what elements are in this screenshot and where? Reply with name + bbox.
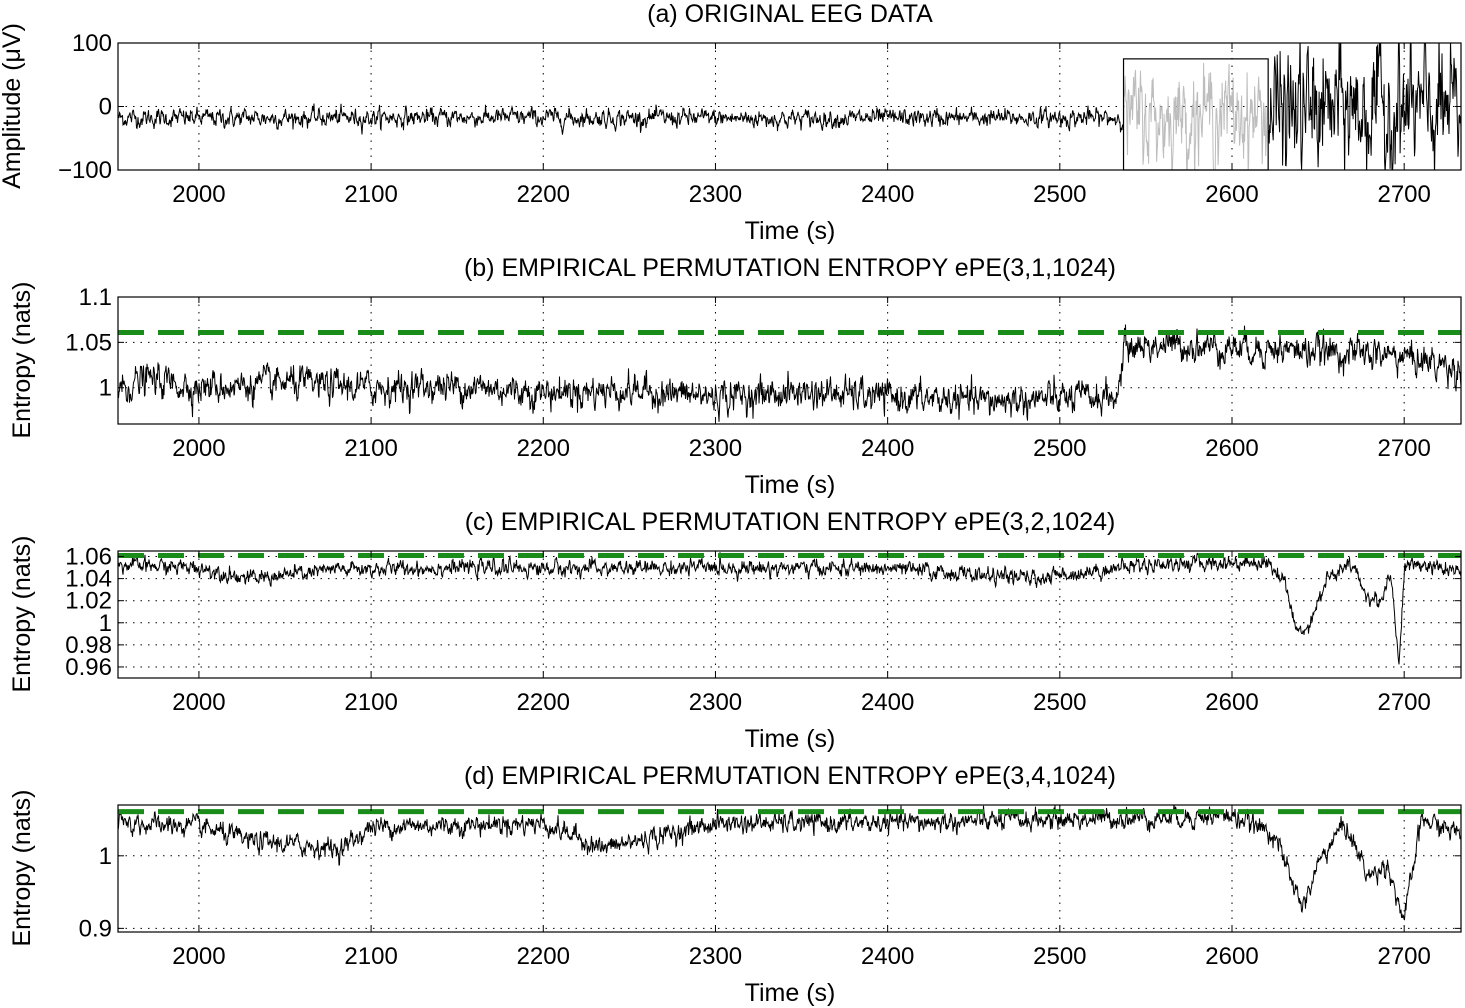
y-tick-label: 1.05: [65, 329, 112, 356]
panel-c-title: (c) EMPIRICAL PERMUTATION ENTROPY ePE(3,…: [465, 508, 1116, 536]
panel-c-series-group: [118, 552, 1461, 665]
y-tick-label: 1: [99, 375, 112, 402]
x-tick-label: 2000: [172, 435, 225, 462]
panel-b-series-0: [118, 324, 1461, 422]
panel-a-plot-area: 2000 2100 2200 2300 2400 2500 2600 2700 −100 0 100: [58, 30, 1462, 208]
x-tick-label: 2500: [1033, 689, 1086, 716]
x-tick-label: 2100: [344, 943, 397, 970]
x-tick-label: 2300: [689, 181, 742, 208]
panel-b-title: (b) EMPIRICAL PERMUTATION ENTROPY ePE(3,…: [464, 254, 1116, 282]
x-tick-label: 2600: [1205, 943, 1258, 970]
x-tick-label: 2200: [517, 689, 570, 716]
panel-a-ylabel: Amplitude (μV): [0, 23, 26, 189]
x-tick-label: 2100: [344, 689, 397, 716]
panel-d-title: (d) EMPIRICAL PERMUTATION ENTROPY ePE(3,…: [464, 762, 1116, 790]
x-tick-label: 2300: [689, 435, 742, 462]
x-tick-label: 2400: [861, 181, 914, 208]
x-tick-label: 2400: [861, 943, 914, 970]
panel-c-axes-frame: [117, 550, 1462, 679]
x-tick-label: 2100: [344, 181, 397, 208]
y-tick-label: 1: [99, 610, 112, 637]
panel-b-series-group: [118, 324, 1461, 422]
panel-d-series-group: [118, 805, 1461, 921]
x-tick-label: 2000: [172, 181, 225, 208]
x-tick-label: 2500: [1033, 181, 1086, 208]
panel-d-plot-area: 2000 2100 2200 2300 2400 2500 2600 2700 0.9 1: [79, 804, 1462, 970]
panel-a: (a) ORIGINAL EEG DATA Time (s) Amplitude…: [0, 0, 1462, 245]
panel-d-grid: [118, 805, 1461, 932]
x-tick-label: 2000: [172, 943, 225, 970]
panel-a-series-group: [118, 43, 1461, 170]
x-tick-label: 2600: [1205, 435, 1258, 462]
x-tick-label: 2700: [1377, 181, 1430, 208]
panel-a-title: (a) ORIGINAL EEG DATA: [647, 0, 933, 28]
panel-d: (d) EMPIRICAL PERMUTATION ENTROPY ePE(3,…: [8, 762, 1462, 1007]
panel-c-plot-area: 2000 2100 2200 2300 2400 2500 2600 2700 0.960.98…: [65, 544, 1462, 716]
y-tick-label: 100: [72, 30, 112, 57]
panel-a-series-2: [1267, 43, 1461, 170]
x-tick-label: 2300: [689, 943, 742, 970]
panel-b-ylabel: Entropy (nats): [8, 281, 36, 438]
y-tick-label: −100: [58, 157, 112, 184]
panel-d-ylabel: Entropy (nats): [8, 789, 36, 946]
panel-a-xlabel: Time (s): [745, 217, 836, 245]
panel-c-series-0: [118, 552, 1461, 665]
x-tick-label: 2100: [344, 435, 397, 462]
x-tick-label: 2400: [861, 689, 914, 716]
x-tick-label: 2700: [1377, 689, 1430, 716]
y-tick-label: 0: [99, 94, 112, 121]
panel-a-series-0: [118, 103, 1124, 135]
panel-c-grid: [118, 551, 1461, 678]
panel-b-axes-frame: [117, 296, 1462, 425]
x-tick-label: 2200: [517, 943, 570, 970]
x-tick-label: 2500: [1033, 435, 1086, 462]
x-tick-label: 2700: [1377, 435, 1430, 462]
y-tick-label: 0.9: [79, 915, 112, 942]
y-tick-label: 1: [99, 843, 112, 870]
x-tick-label: 2200: [517, 435, 570, 462]
x-tick-label: 2500: [1033, 943, 1086, 970]
panel-c-ylabel: Entropy (nats): [8, 535, 36, 692]
x-tick-label: 2300: [689, 689, 742, 716]
y-tick-label: 1.1: [79, 284, 112, 311]
panel-c-xlabel: Time (s): [745, 725, 836, 753]
y-tick-label: 1.04: [65, 566, 112, 593]
y-tick-label: 0.96: [65, 654, 112, 681]
panel-b-plot-area: 2000 2100 2200 2300 2400 2500 2600 2700 1 1.05 1.1: [65, 284, 1462, 462]
y-tick-label: 0.98: [65, 632, 112, 659]
y-tick-label: 1.02: [65, 588, 112, 615]
panel-b: (b) EMPIRICAL PERMUTATION ENTROPY ePE(3,…: [8, 254, 1462, 499]
panel-d-axes-frame: [117, 804, 1462, 933]
x-tick-label: 2600: [1205, 181, 1258, 208]
panel-b-xlabel: Time (s): [745, 471, 836, 499]
panel-c: (c) EMPIRICAL PERMUTATION ENTROPY ePE(3,…: [8, 508, 1462, 753]
panel-d-xlabel: Time (s): [745, 979, 836, 1007]
x-tick-label: 2700: [1377, 943, 1430, 970]
panel-a-series-1: [1123, 62, 1269, 170]
x-tick-label: 2200: [517, 181, 570, 208]
panel-d-series-0: [118, 805, 1461, 921]
y-tick-label: 1.06: [65, 544, 112, 571]
x-tick-label: 2400: [861, 435, 914, 462]
x-tick-label: 2600: [1205, 689, 1258, 716]
panel-a-grid: [118, 42, 1461, 171]
x-tick-label: 2000: [172, 689, 225, 716]
